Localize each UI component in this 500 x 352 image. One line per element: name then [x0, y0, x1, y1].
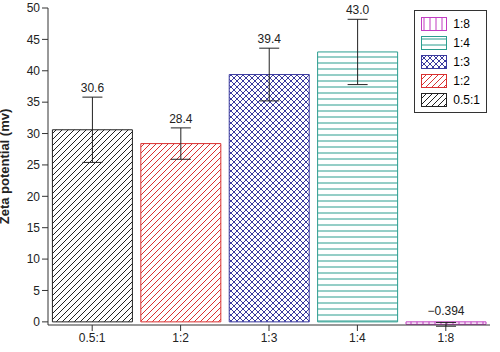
svg-text:50: 50: [27, 1, 41, 15]
svg-text:1:4: 1:4: [349, 331, 366, 345]
svg-text:30.6: 30.6: [81, 81, 105, 95]
svg-text:20: 20: [27, 190, 41, 204]
svg-text:43.0: 43.0: [346, 3, 370, 17]
svg-text:45: 45: [27, 33, 41, 47]
svg-text:Zeta potential (mv): Zeta potential (mv): [8, 109, 12, 225]
svg-text:10: 10: [27, 252, 41, 266]
svg-text:30: 30: [27, 127, 41, 141]
svg-text:5: 5: [33, 284, 40, 298]
svg-text:−0.394: −0.394: [427, 304, 464, 318]
html-text:1:2: 1:2: [453, 73, 470, 88]
svg-text:28.4: 28.4: [169, 112, 193, 126]
svg-text:1:8: 1:8: [437, 331, 454, 345]
html-text:1:3: 1:3: [453, 54, 470, 69]
svg-text:0: 0: [33, 315, 40, 329]
html-text:0.5:1: 0.5:1: [453, 92, 480, 107]
svg-text:25: 25: [27, 158, 41, 172]
svg-text:39.4: 39.4: [258, 32, 282, 46]
svg-text:1:2: 1:2: [172, 331, 189, 345]
svg-text:15: 15: [27, 221, 41, 235]
svg-text:1:3: 1:3: [261, 331, 278, 345]
svg-text:40: 40: [27, 64, 41, 78]
svg-text:35: 35: [27, 95, 41, 109]
html-text:1:8: 1:8: [453, 16, 470, 31]
html-text:1:4: 1:4: [453, 35, 470, 50]
svg-text:0.5:1: 0.5:1: [79, 331, 106, 345]
